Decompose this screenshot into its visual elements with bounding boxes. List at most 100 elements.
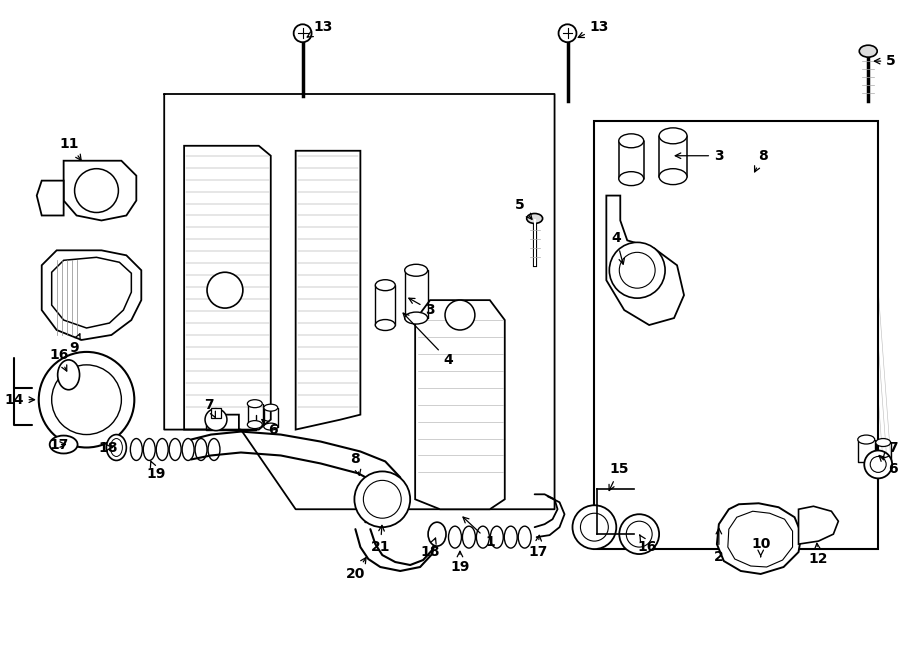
Ellipse shape xyxy=(248,400,262,408)
Text: 8: 8 xyxy=(754,149,768,172)
Ellipse shape xyxy=(157,438,168,461)
Circle shape xyxy=(609,243,665,298)
Ellipse shape xyxy=(405,312,428,324)
Text: 3: 3 xyxy=(409,298,435,317)
Text: 10: 10 xyxy=(751,537,770,557)
Bar xyxy=(594,121,878,549)
Text: 7: 7 xyxy=(204,398,215,418)
Text: 4: 4 xyxy=(611,231,625,264)
Text: 20: 20 xyxy=(346,558,366,581)
Ellipse shape xyxy=(463,526,475,548)
Circle shape xyxy=(205,408,227,430)
Text: 6: 6 xyxy=(262,420,277,436)
Text: 11: 11 xyxy=(60,137,81,160)
Text: 5: 5 xyxy=(875,54,896,68)
Circle shape xyxy=(445,300,475,330)
Ellipse shape xyxy=(195,438,207,461)
Ellipse shape xyxy=(130,438,142,461)
Circle shape xyxy=(364,481,401,518)
Ellipse shape xyxy=(526,214,543,223)
Circle shape xyxy=(75,169,119,212)
Ellipse shape xyxy=(248,420,262,428)
Ellipse shape xyxy=(858,435,875,444)
Text: 3: 3 xyxy=(675,149,724,163)
Circle shape xyxy=(626,521,652,547)
Ellipse shape xyxy=(106,434,126,461)
Ellipse shape xyxy=(143,438,155,461)
Circle shape xyxy=(580,513,608,541)
Circle shape xyxy=(870,457,886,473)
Text: 15: 15 xyxy=(609,463,629,490)
Circle shape xyxy=(619,253,655,288)
Text: 19: 19 xyxy=(450,551,470,574)
Ellipse shape xyxy=(476,526,490,548)
Circle shape xyxy=(293,24,311,42)
Ellipse shape xyxy=(619,172,644,186)
Ellipse shape xyxy=(182,438,194,461)
Polygon shape xyxy=(814,178,873,489)
Circle shape xyxy=(864,451,892,479)
Ellipse shape xyxy=(169,438,181,461)
Text: 14: 14 xyxy=(4,393,34,407)
Ellipse shape xyxy=(619,134,644,148)
Text: 16: 16 xyxy=(637,535,657,554)
Circle shape xyxy=(39,352,134,447)
Ellipse shape xyxy=(518,526,531,548)
Text: 18: 18 xyxy=(99,440,118,455)
Ellipse shape xyxy=(448,526,462,548)
Polygon shape xyxy=(37,180,64,215)
Ellipse shape xyxy=(264,423,278,430)
Polygon shape xyxy=(607,196,684,325)
Ellipse shape xyxy=(428,522,446,546)
Text: 12: 12 xyxy=(809,543,828,566)
Ellipse shape xyxy=(860,45,878,57)
Ellipse shape xyxy=(58,360,79,390)
Ellipse shape xyxy=(375,280,395,291)
Polygon shape xyxy=(415,300,505,509)
Polygon shape xyxy=(798,506,839,544)
Polygon shape xyxy=(697,166,749,499)
Text: 5: 5 xyxy=(515,198,532,219)
Text: 17: 17 xyxy=(49,438,68,451)
Text: 13: 13 xyxy=(578,20,609,38)
Polygon shape xyxy=(41,251,141,340)
Text: 6: 6 xyxy=(879,455,898,477)
Polygon shape xyxy=(184,146,271,430)
Text: 8: 8 xyxy=(350,453,361,475)
Text: 16: 16 xyxy=(49,348,68,371)
Polygon shape xyxy=(728,511,793,567)
Polygon shape xyxy=(755,161,808,494)
Ellipse shape xyxy=(50,436,77,453)
Ellipse shape xyxy=(659,128,687,144)
Circle shape xyxy=(51,365,122,434)
Text: 13: 13 xyxy=(307,20,333,37)
Polygon shape xyxy=(64,161,136,221)
Ellipse shape xyxy=(375,319,395,330)
Polygon shape xyxy=(51,257,131,328)
Ellipse shape xyxy=(491,526,503,548)
Ellipse shape xyxy=(876,438,891,447)
Text: 9: 9 xyxy=(68,334,80,355)
Circle shape xyxy=(207,272,243,308)
Ellipse shape xyxy=(405,264,428,276)
Text: 2: 2 xyxy=(714,528,724,564)
Ellipse shape xyxy=(504,526,518,548)
Ellipse shape xyxy=(208,438,220,461)
Polygon shape xyxy=(296,151,360,430)
Bar xyxy=(211,408,221,418)
Ellipse shape xyxy=(111,438,122,457)
Ellipse shape xyxy=(264,404,278,411)
Circle shape xyxy=(559,24,577,42)
Text: 21: 21 xyxy=(371,525,390,554)
Text: 7: 7 xyxy=(883,440,898,459)
Circle shape xyxy=(355,471,410,527)
Ellipse shape xyxy=(659,169,687,184)
Circle shape xyxy=(619,514,659,554)
Polygon shape xyxy=(717,503,802,574)
Text: 19: 19 xyxy=(147,461,166,481)
Text: 18: 18 xyxy=(420,538,440,559)
Circle shape xyxy=(572,505,616,549)
Text: 17: 17 xyxy=(528,535,547,559)
Text: 4: 4 xyxy=(403,313,453,367)
Text: 1: 1 xyxy=(463,517,495,549)
